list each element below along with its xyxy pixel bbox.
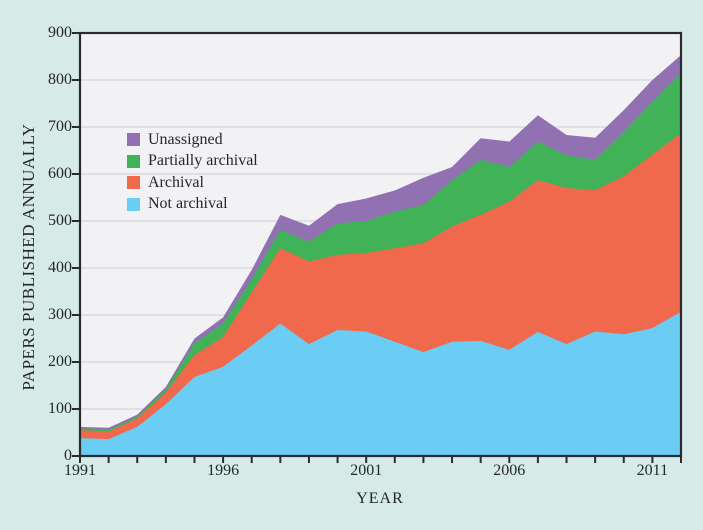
- x-tick-label-1996: 1996: [207, 462, 240, 479]
- x-tick-label-2001: 2001: [350, 462, 383, 479]
- legend-label: Partially archival: [148, 152, 258, 170]
- legend-swatch-icon: [127, 133, 140, 147]
- legend-item-archival: Archival: [127, 172, 258, 194]
- y-tick-label-200: 200: [48, 353, 72, 370]
- legend-label: Archival: [148, 173, 204, 191]
- legend-label: Unassigned: [148, 130, 223, 148]
- y-tick-label-400: 400: [48, 259, 72, 276]
- legend-item-unassigned: Unassigned: [127, 129, 258, 151]
- y-tick-label-600: 600: [48, 165, 72, 182]
- plot-frame: [78, 31, 683, 458]
- x-tick-label-2006: 2006: [493, 462, 526, 479]
- legend-swatch-icon: [127, 176, 140, 190]
- y-tick-label-800: 800: [48, 71, 72, 88]
- x-axis-title: YEAR: [356, 490, 404, 507]
- y-tick-label-500: 500: [48, 212, 72, 229]
- legend: Unassigned Partially archival Archival Not …: [127, 129, 258, 215]
- area-not-archival: [80, 311, 681, 456]
- y-tick-label-900: 900: [48, 24, 72, 41]
- y-tick-label-300: 300: [48, 306, 72, 323]
- y-axis-title: PAPERS PUBLISHED ANNUALLY: [19, 123, 38, 391]
- x-tick-label-1991: 1991: [64, 462, 96, 479]
- legend-label: Not archival: [148, 195, 228, 213]
- legend-item-not-archival: Not archival: [127, 194, 258, 216]
- y-tick-label-0: 0: [64, 447, 72, 464]
- x-tick-label-2011: 2011: [636, 462, 669, 479]
- legend-swatch-icon: [127, 154, 140, 168]
- legend-item-partially-archival: Partially archival: [127, 151, 258, 173]
- y-tick-label-100: 100: [48, 400, 72, 417]
- legend-swatch-icon: [127, 197, 140, 211]
- y-tick-label-700: 700: [48, 118, 72, 135]
